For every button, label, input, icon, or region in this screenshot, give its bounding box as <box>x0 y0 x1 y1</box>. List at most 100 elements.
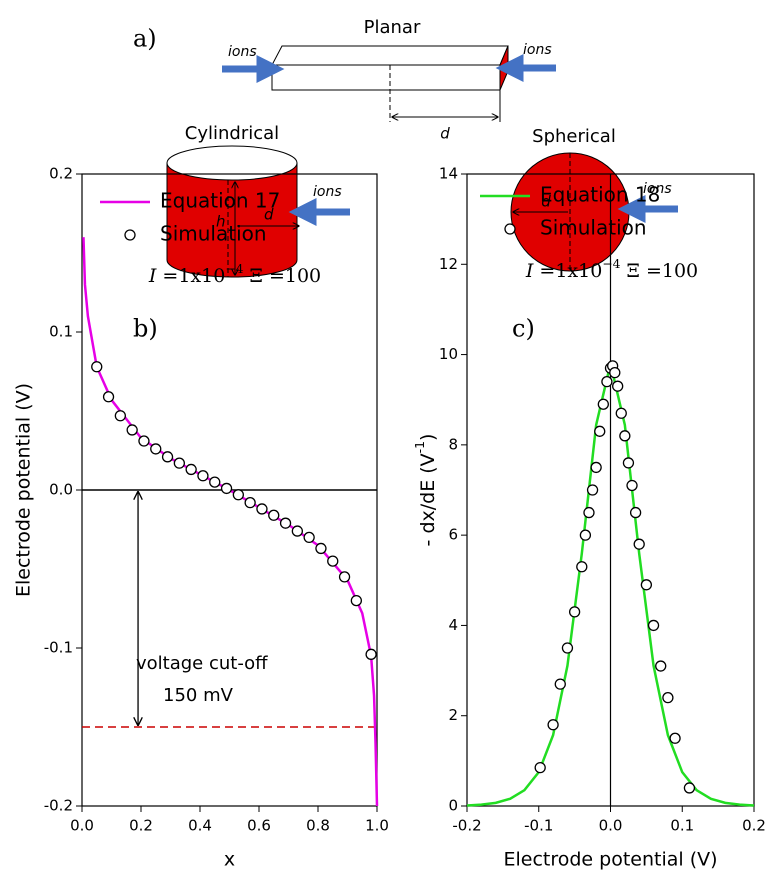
x-tick-label: 0.8 <box>306 817 330 835</box>
text: - dx/dE (V <box>417 453 439 546</box>
x-tick-label: 0.2 <box>742 817 766 835</box>
marker <box>350 594 363 607</box>
y-tick-label: 0 <box>448 797 458 815</box>
y-tick-label: 14 <box>439 165 458 183</box>
y-tick-label: 8 <box>448 435 458 453</box>
marker <box>583 506 595 519</box>
marker <box>173 457 186 469</box>
panel-label: a) <box>133 25 157 53</box>
diagram: a) Planar d ions ions Cylindrical h d io… <box>133 17 678 278</box>
marker <box>576 561 588 573</box>
marker <box>279 517 292 529</box>
planar-label: Planar <box>364 17 421 38</box>
formula: I =1x10−4 Ξ =100 <box>525 257 698 283</box>
d-label: d <box>440 125 450 143</box>
h-label: h <box>216 213 226 231</box>
marker <box>244 496 256 509</box>
superscript: −4 <box>602 257 620 271</box>
x-tick-label: 0.6 <box>247 817 271 835</box>
legend-label: Equation 18 <box>540 183 660 207</box>
formula-italic: I <box>148 265 157 287</box>
marker <box>619 430 631 442</box>
marker <box>626 479 638 492</box>
formula-italic: I <box>525 260 534 282</box>
marker <box>669 732 681 744</box>
marker <box>197 470 209 482</box>
marker <box>220 482 233 495</box>
x-tick-label: -0.1 <box>524 817 553 835</box>
marker <box>609 366 621 379</box>
marker <box>268 509 280 521</box>
y-tick-label: 0.1 <box>49 323 73 341</box>
marker <box>615 407 627 419</box>
spherical-label: Spherical <box>532 126 616 147</box>
planar-front <box>271 64 501 91</box>
y-tick-label: 2 <box>448 706 458 724</box>
ions-label: ions <box>228 44 257 60</box>
y-tick-label: -0.2 <box>44 797 73 815</box>
x-tick-label: 0.4 <box>188 817 212 835</box>
legend-swatch <box>124 229 136 241</box>
panel-label: b) <box>133 315 158 343</box>
ions-label: ions <box>313 184 342 200</box>
marker <box>547 719 559 731</box>
text: =1x10 <box>533 260 602 282</box>
marker <box>315 542 327 555</box>
marker <box>612 380 624 392</box>
cylinder-top <box>166 145 298 181</box>
marker <box>594 425 606 437</box>
y-tick-label: 12 <box>439 255 458 273</box>
y-axis-title: Electrode potential (V) <box>13 383 35 597</box>
y-tick-label: 0.0 <box>49 481 73 499</box>
marker <box>338 571 351 583</box>
d-label: d <box>541 193 551 211</box>
text: Ξ =100 <box>244 265 322 287</box>
marker <box>534 761 546 774</box>
x-tick-label: 0.0 <box>599 817 623 835</box>
y-tick-label: 0.2 <box>49 165 73 183</box>
marker <box>161 451 174 463</box>
y-tick-label: 6 <box>448 526 458 544</box>
text: Ξ =100 <box>621 260 699 282</box>
marker <box>232 489 245 501</box>
y-tick-label: 10 <box>439 345 458 363</box>
cylindrical-label: Cylindrical <box>185 123 279 144</box>
marker <box>91 361 103 373</box>
x-axis-title: Electrode potential (V) <box>503 849 717 871</box>
x-tick-label: 1.0 <box>365 817 389 835</box>
y-axis-title: - dx/dE (V-1) <box>413 434 439 547</box>
marker <box>209 476 221 488</box>
y-tick-label: 4 <box>448 616 458 634</box>
marker <box>568 606 581 618</box>
marker <box>256 503 268 515</box>
marker <box>629 506 642 519</box>
marker <box>597 398 609 410</box>
x-tick-label: -0.2 <box>452 817 481 835</box>
marker <box>655 660 667 672</box>
marker <box>554 678 566 690</box>
y-tick-label: -0.1 <box>44 639 73 657</box>
marker <box>303 531 315 544</box>
marker <box>150 443 162 455</box>
marker <box>185 463 197 476</box>
x-tick-label: 0.1 <box>670 817 694 835</box>
ions-label: ions <box>643 181 672 197</box>
text: ) <box>417 434 439 441</box>
marker <box>327 555 339 567</box>
text: =1x10 <box>156 265 225 287</box>
formula: I =1x10−4 Ξ =100 <box>148 262 321 288</box>
marker <box>590 461 602 474</box>
marker <box>640 579 653 591</box>
ions-label: ions <box>523 42 552 58</box>
marker <box>662 692 674 704</box>
marker <box>365 648 377 660</box>
legend-label: Simulation <box>160 222 267 246</box>
x-tick-label: 0.0 <box>70 817 94 835</box>
marker <box>601 376 613 388</box>
x-axis-title: x <box>224 849 235 871</box>
legend-swatch <box>504 223 516 235</box>
annotation-text: voltage cut-off <box>136 653 268 674</box>
x-tick-label: 0.2 <box>129 817 153 835</box>
